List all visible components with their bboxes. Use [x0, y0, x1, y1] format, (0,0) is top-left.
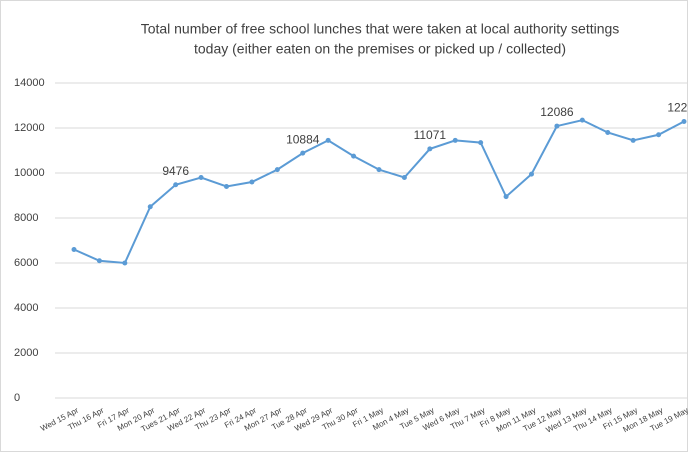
- data-point: [554, 123, 560, 129]
- data-point: [376, 167, 382, 173]
- data-point: [300, 150, 306, 156]
- data-point: [630, 137, 636, 143]
- data-label: 12290: [667, 101, 688, 115]
- data-point: [401, 175, 407, 180]
- data-point: [656, 132, 662, 138]
- data-point: [351, 153, 357, 159]
- data-point: [147, 204, 153, 210]
- y-tick-label: 4000: [14, 302, 38, 314]
- y-tick-label: 8000: [14, 212, 38, 224]
- chart-title: Total number of free school lunches that…: [141, 21, 620, 37]
- data-point: [96, 258, 102, 264]
- data-point: [605, 130, 611, 135]
- chart-title: today (either eaten on the premises or p…: [194, 41, 566, 57]
- data-label: 10884: [286, 132, 320, 146]
- data-point: [71, 247, 77, 252]
- y-tick-label: 12000: [14, 122, 45, 134]
- data-point: [224, 184, 229, 189]
- y-tick-label: 10000: [14, 167, 45, 179]
- data-point: [503, 194, 509, 200]
- y-tick-label: 14000: [14, 77, 45, 89]
- data-point: [529, 171, 534, 177]
- data-point: [325, 137, 331, 143]
- data-point: [122, 260, 128, 266]
- data-label: 9476: [162, 164, 189, 178]
- data-point: [579, 117, 585, 123]
- y-tick-label: 2000: [14, 347, 38, 359]
- y-tick-label: 0: [14, 392, 20, 404]
- data-point: [173, 182, 179, 188]
- data-label: 11071: [414, 128, 447, 142]
- data-point: [274, 167, 280, 173]
- data-point: [478, 140, 484, 146]
- data-label: 12086: [540, 105, 574, 119]
- data-point: [427, 146, 433, 152]
- data-point: [452, 137, 458, 143]
- y-tick-label: 6000: [14, 257, 38, 269]
- data-point: [681, 118, 687, 124]
- data-point: [249, 179, 255, 185]
- data-point: [198, 175, 204, 180]
